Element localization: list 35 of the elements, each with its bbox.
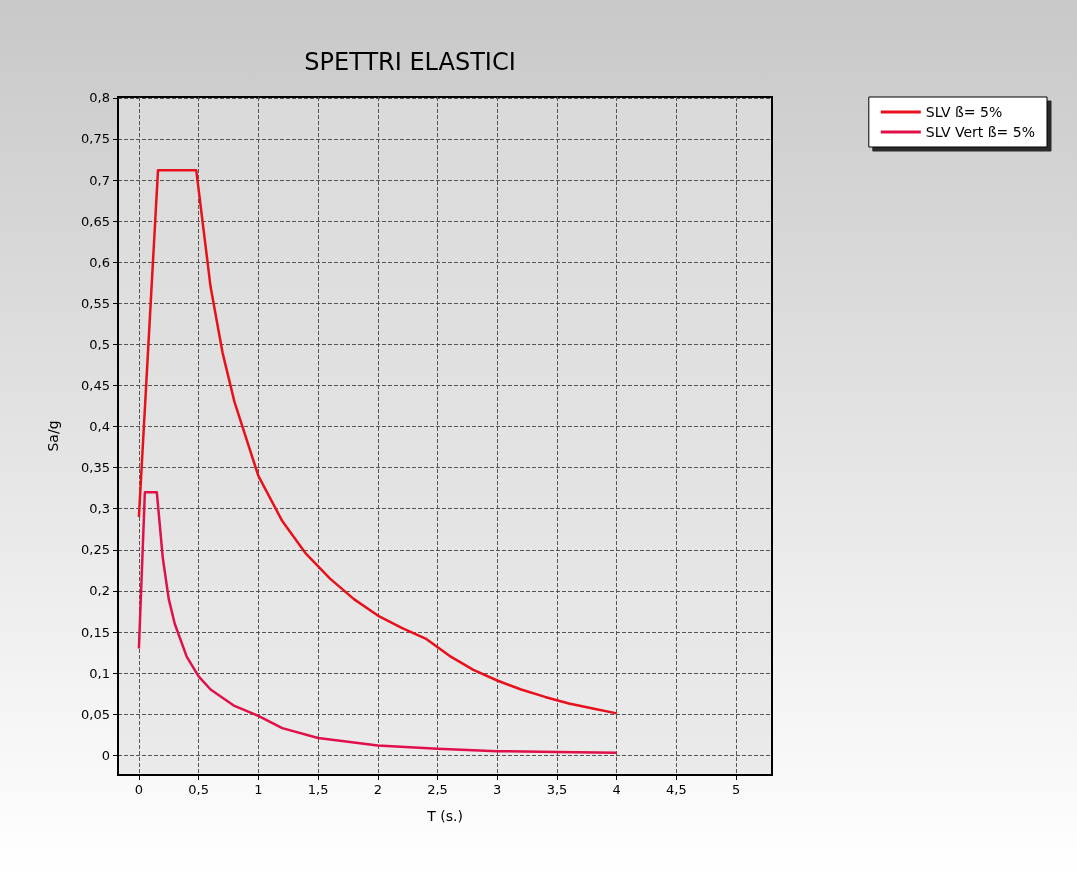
x-tick-label: 3 (493, 782, 502, 797)
x-tick-label: 4 (612, 782, 621, 797)
y-tick-label: 0,55 (81, 295, 110, 311)
line-series (137, 168, 618, 715)
y-tick-label: 0,4 (89, 419, 110, 435)
y-tick-label: 0 (101, 747, 110, 763)
y-tick-label: 0,75 (81, 131, 110, 147)
y-tick-label: 0,7 (89, 172, 110, 188)
y-tick-label: 0,35 (81, 460, 110, 476)
y-tick-label: 0,5 (89, 336, 110, 352)
x-tick-label: 2,5 (427, 782, 448, 797)
y-tick-label: 0,1 (89, 665, 110, 681)
x-tick-label: 4,5 (666, 782, 687, 797)
y-tick-label: 0,8 (89, 90, 110, 106)
x-tick-label: 0,5 (188, 782, 209, 797)
x-tick-label: 0 (134, 782, 144, 797)
x-tick-label: 3,5 (546, 782, 568, 797)
y-tick-label: 0,25 (81, 542, 110, 558)
line-series (137, 491, 618, 755)
y-tick-label: 0,6 (89, 254, 110, 270)
y-tick-label: 0,2 (89, 583, 110, 599)
x-tick-label: 1,5 (307, 782, 329, 797)
x-tick-label: 2 (373, 782, 382, 797)
y-tick-label: 0,15 (81, 624, 110, 640)
x-tick-label: 1 (254, 782, 263, 797)
y-tick-label: 0,3 (89, 501, 110, 517)
y-tick-label: 0,45 (81, 377, 110, 393)
chart-title: SPETTRI ELASTICI (304, 48, 516, 76)
x-axis-title: T (s.) (426, 808, 463, 824)
legend-label: SLV Vert ß= 5% (925, 124, 1035, 140)
x-tick-label: 5 (732, 782, 741, 797)
y-tick-label: 0,65 (81, 213, 110, 229)
y-tick-label: 0,05 (81, 706, 110, 722)
y-axis-title: Sa/g (45, 420, 61, 452)
legend-label: SLV ß= 5% (925, 104, 1003, 120)
